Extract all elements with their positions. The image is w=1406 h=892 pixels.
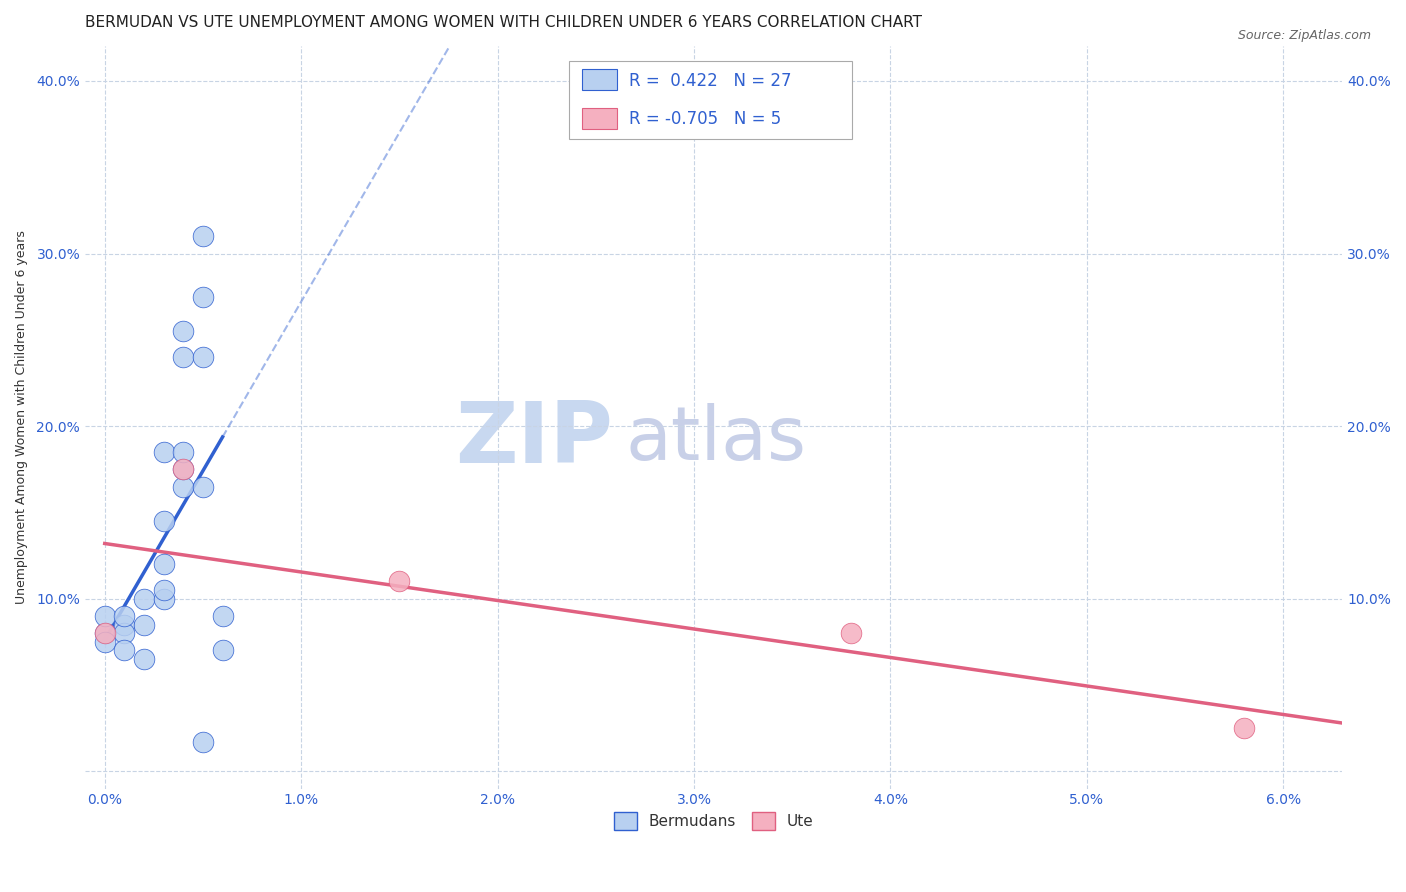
Point bbox=[191, 350, 214, 364]
Text: atlas: atlas bbox=[626, 403, 807, 476]
Legend: Bermudans, Ute: Bermudans, Ute bbox=[607, 805, 820, 837]
Point bbox=[191, 229, 214, 244]
Point bbox=[172, 350, 194, 364]
Point bbox=[93, 626, 115, 640]
Text: ZIP: ZIP bbox=[456, 398, 613, 482]
Text: R =  0.422   N = 27: R = 0.422 N = 27 bbox=[630, 71, 792, 89]
Bar bbox=[569, 62, 852, 139]
Point bbox=[152, 591, 174, 606]
Point bbox=[172, 324, 194, 338]
Point bbox=[211, 609, 233, 624]
Point bbox=[152, 514, 174, 528]
Text: BERMUDAN VS UTE UNEMPLOYMENT AMONG WOMEN WITH CHILDREN UNDER 6 YEARS CORRELATION: BERMUDAN VS UTE UNEMPLOYMENT AMONG WOMEN… bbox=[86, 15, 922, 30]
Point bbox=[191, 290, 214, 304]
Point bbox=[152, 445, 174, 459]
Y-axis label: Unemployment Among Women with Children Under 6 years: Unemployment Among Women with Children U… bbox=[15, 230, 28, 605]
Point bbox=[388, 574, 411, 589]
Point bbox=[1233, 721, 1256, 735]
Point bbox=[112, 643, 135, 657]
Point bbox=[93, 626, 115, 640]
Text: R = -0.705   N = 5: R = -0.705 N = 5 bbox=[630, 111, 782, 128]
Point bbox=[112, 626, 135, 640]
Point bbox=[93, 635, 115, 649]
Point bbox=[191, 735, 214, 749]
Point bbox=[172, 462, 194, 476]
Point bbox=[132, 652, 155, 666]
Point bbox=[112, 609, 135, 624]
Point bbox=[172, 462, 194, 476]
Bar bbox=[582, 70, 617, 90]
Point bbox=[172, 479, 194, 493]
Point bbox=[152, 557, 174, 571]
Point bbox=[839, 626, 862, 640]
Text: Source: ZipAtlas.com: Source: ZipAtlas.com bbox=[1237, 29, 1371, 43]
Point bbox=[152, 583, 174, 598]
Point bbox=[112, 617, 135, 632]
Point bbox=[191, 479, 214, 493]
Point bbox=[132, 617, 155, 632]
Point bbox=[211, 643, 233, 657]
Bar bbox=[582, 108, 617, 128]
Point bbox=[93, 609, 115, 624]
Point bbox=[132, 591, 155, 606]
Point bbox=[172, 445, 194, 459]
